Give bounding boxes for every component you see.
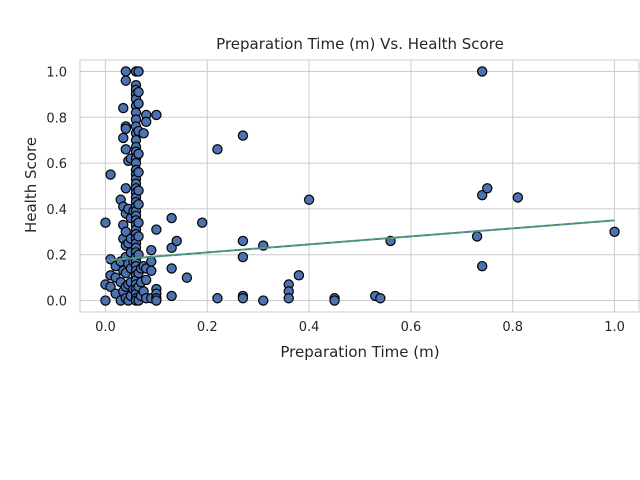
scatter-point bbox=[293, 270, 305, 281]
scatter-point bbox=[237, 130, 249, 141]
scatter-point bbox=[166, 242, 177, 254]
scatter-point bbox=[133, 217, 144, 228]
scatter-point bbox=[476, 189, 488, 201]
scatter-point bbox=[133, 167, 144, 178]
x-tick-label: 0.6 bbox=[401, 320, 422, 335]
scatter-point bbox=[212, 144, 223, 155]
y-tick-label: 0.2 bbox=[46, 249, 67, 264]
scatter-point bbox=[476, 66, 488, 77]
scatter-point bbox=[258, 295, 269, 306]
scatter-point bbox=[138, 128, 149, 139]
scatter-point bbox=[100, 217, 111, 228]
scatter-point bbox=[151, 224, 162, 235]
trend-line-dashed bbox=[105, 219, 615, 262]
x-tick-label: 0.4 bbox=[299, 320, 320, 335]
scatter-point bbox=[171, 235, 182, 247]
scatter-point bbox=[476, 260, 488, 272]
scatter-point bbox=[133, 86, 144, 98]
x-tick-label: 0.8 bbox=[502, 320, 523, 335]
scatter-point bbox=[482, 183, 493, 194]
scatter-point bbox=[120, 226, 132, 238]
scatter-point bbox=[133, 66, 144, 77]
scatter-point bbox=[140, 116, 152, 128]
y-tick-labels: 0.0 0.2 0.4 0.6 0.8 1.0 bbox=[46, 65, 67, 309]
scatter-point bbox=[237, 235, 249, 247]
scatter-point bbox=[118, 132, 129, 144]
scatter-point bbox=[146, 265, 157, 276]
y-axis-label: Health Score bbox=[22, 137, 40, 233]
y-tick-label: 0.6 bbox=[46, 157, 67, 172]
scatter-point bbox=[512, 192, 524, 203]
scatter-point bbox=[133, 199, 144, 210]
scatter-point bbox=[471, 231, 483, 242]
axes-frame bbox=[79, 59, 640, 313]
scatter-point bbox=[146, 256, 157, 267]
x-tick-label: 0.0 bbox=[95, 320, 116, 335]
scatter-point bbox=[146, 244, 157, 256]
scatter-point bbox=[100, 295, 111, 306]
scatter-point bbox=[166, 263, 177, 274]
scatter-point bbox=[166, 212, 177, 224]
scatter-point bbox=[237, 293, 249, 304]
scatter-point bbox=[133, 98, 144, 109]
scatter-point bbox=[375, 293, 386, 304]
x-tick-labels: 0.0 0.2 0.4 0.6 0.8 1.0 bbox=[95, 320, 625, 335]
scatter-point bbox=[120, 183, 132, 194]
scatter-point bbox=[118, 102, 129, 114]
scatter-point bbox=[105, 281, 116, 292]
scatter-point bbox=[237, 251, 249, 263]
scatter-point bbox=[329, 295, 340, 306]
scatter-point bbox=[166, 290, 177, 302]
x-tick-label: 1.0 bbox=[604, 320, 625, 335]
x-axis-label: Preparation Time (m) bbox=[280, 343, 439, 361]
scatter-point bbox=[133, 231, 144, 242]
scatter-point bbox=[303, 194, 315, 205]
y-tick-label: 1.0 bbox=[46, 65, 67, 80]
scatter-point bbox=[140, 274, 152, 286]
scatter-point bbox=[181, 272, 193, 283]
scatter-point bbox=[283, 293, 294, 304]
scatter-point bbox=[120, 75, 132, 86]
scatter-point bbox=[212, 293, 223, 304]
y-tick-label: 0.4 bbox=[46, 203, 67, 218]
scatter-point bbox=[196, 217, 208, 228]
scatter-point bbox=[151, 295, 162, 306]
x-tick-label: 0.2 bbox=[197, 320, 218, 335]
scatter-point bbox=[133, 148, 144, 160]
scatter-point bbox=[120, 123, 132, 134]
chart-title: Preparation Time (m) Vs. Health Score bbox=[216, 35, 504, 53]
y-tick-label: 0.0 bbox=[46, 295, 67, 310]
scatter-point bbox=[609, 226, 620, 238]
scatter-point bbox=[151, 109, 162, 121]
scatter-point bbox=[120, 66, 132, 77]
scatter-point bbox=[133, 185, 144, 196]
scatter-point bbox=[120, 144, 132, 155]
y-tick-label: 0.8 bbox=[46, 111, 67, 126]
scatter-point bbox=[105, 169, 116, 180]
